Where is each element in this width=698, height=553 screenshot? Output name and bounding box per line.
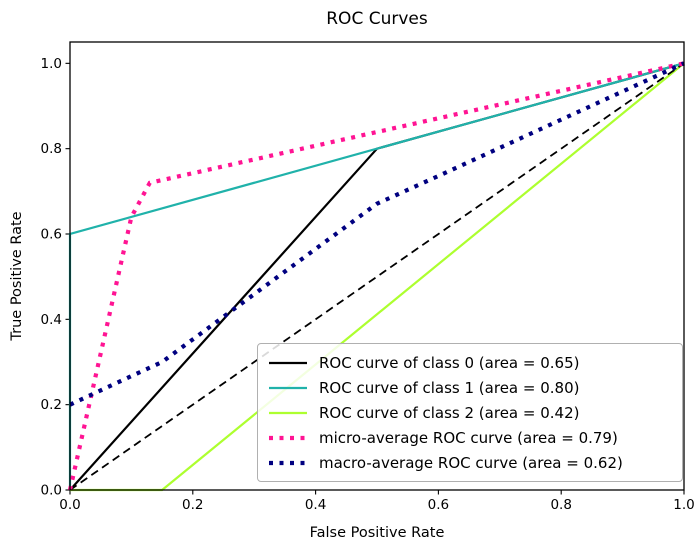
legend-label: macro-average ROC curve (area = 0.62) [319,453,623,472]
x-tick-label: 0.8 [550,497,571,513]
legend-line-sample [269,435,307,440]
legend-item-class-1: ROC curve of class 1 (area = 0.80) [266,375,674,400]
legend-item-micro-average: micro-average ROC curve (area = 0.79) [266,425,674,450]
legend-label: ROC curve of class 0 (area = 0.65) [319,353,580,372]
legend-item-class-2: ROC curve of class 2 (area = 0.42) [266,400,674,425]
y-tick-label: 1.0 [41,56,62,72]
y-tick-label: 0.0 [41,483,62,499]
x-tick-label: 0.4 [305,497,326,513]
legend-line-sample [269,386,307,389]
y-tick-label: 0.8 [41,141,62,157]
micro-average-roc-line [67,61,685,491]
chance-line [69,62,685,491]
y-tick-label: 0.6 [41,227,62,243]
axes-frame [69,41,685,491]
chart-title: ROC Curves [326,9,428,29]
legend-label: ROC curve of class 2 (area = 0.42) [319,403,580,422]
legend-line-sample [269,460,307,465]
x-tick-label: 0.2 [182,497,203,513]
x-axis-label: False Positive Rate [309,525,445,541]
legend-label: ROC curve of class 1 (area = 0.80) [319,378,580,397]
y-tick-label: 0.2 [41,397,62,413]
legend-item-macro-average: macro-average ROC curve (area = 0.62) [266,450,674,475]
legend-item-class-0: ROC curve of class 0 (area = 0.65) [266,350,674,375]
legend-label: micro-average ROC curve (area = 0.79) [319,428,618,447]
x-tick-label: 0.0 [59,497,80,513]
legend-line-sample [269,361,307,364]
x-tick-label: 0.6 [428,497,449,513]
y-tick-label: 0.4 [41,312,62,328]
x-tick-label: 1.0 [673,497,694,513]
legend-line-sample [269,411,307,414]
legend: ROC curve of class 0 (area = 0.65) ROC c… [257,343,683,482]
y-axis-label: True Positive Rate [9,211,25,341]
macro-average-roc-line [69,61,685,407]
